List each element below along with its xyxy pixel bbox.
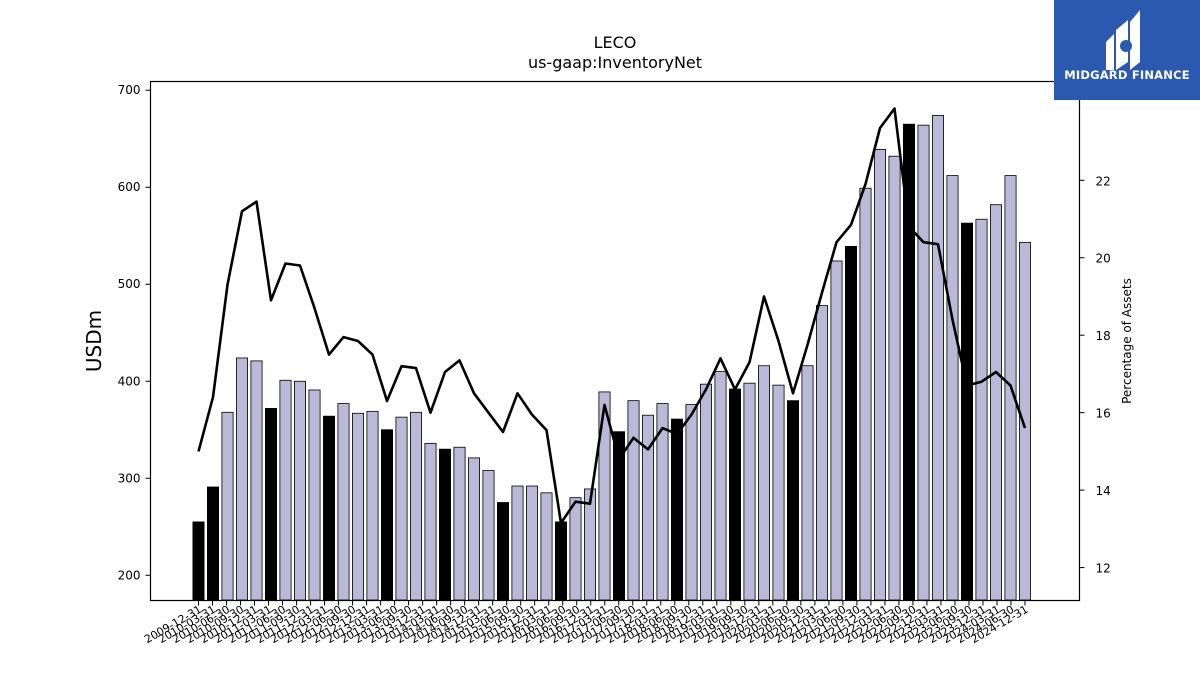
y-axis-right: 12 14 16 18 20 22	[1079, 174, 1111, 576]
y-tick-label: 300	[118, 471, 141, 485]
bar	[859, 187, 872, 601]
y2-tick-label: 18	[1096, 329, 1111, 343]
y-axis-label: USDm	[82, 310, 106, 372]
bar	[467, 457, 480, 601]
bar	[322, 415, 335, 601]
bar	[743, 382, 756, 601]
bar	[526, 485, 539, 601]
bar	[511, 485, 524, 601]
bar	[845, 246, 858, 601]
y-axis-left: 200 300 400 500 600 700	[118, 83, 151, 582]
bar	[816, 305, 829, 601]
y-tick-label: 400	[118, 374, 141, 388]
bar	[395, 416, 408, 601]
bar	[917, 124, 930, 601]
bar	[293, 380, 306, 601]
chart-subtitle: us-gaap:InventoryNet	[528, 53, 702, 72]
bar	[540, 492, 553, 601]
y2-tick-label: 12	[1096, 562, 1111, 576]
bar	[424, 442, 437, 601]
bar	[830, 260, 843, 601]
y-tick-label: 600	[118, 180, 141, 194]
bar	[874, 149, 887, 601]
bar	[235, 357, 248, 601]
bar	[584, 488, 597, 601]
bar	[337, 403, 350, 601]
y2-axis-label: Percentage of Assets	[1120, 278, 1134, 404]
chart-title: LECO	[594, 33, 637, 52]
bar	[787, 400, 800, 601]
bar	[569, 497, 582, 601]
brand-logo: MIDGARD FINANCE	[1054, 0, 1200, 100]
logo-text: MIDGARD FINANCE	[1064, 68, 1190, 82]
bar	[801, 365, 814, 601]
bar	[264, 408, 277, 601]
bar	[192, 521, 205, 601]
bar	[279, 379, 292, 601]
bar	[482, 470, 495, 601]
bar	[627, 400, 640, 601]
bar	[758, 365, 771, 601]
bar	[555, 521, 568, 601]
y2-tick-label: 14	[1096, 484, 1111, 498]
bar	[453, 446, 466, 601]
line-group	[197, 107, 1027, 525]
bar	[308, 389, 321, 601]
y2-tick-label: 20	[1096, 252, 1111, 266]
y-tick-label: 500	[118, 277, 141, 291]
x-axis: 2009-12-312010-03-312010-06-302010-09-30…	[142, 600, 1031, 646]
bar	[975, 218, 988, 601]
bar	[990, 204, 1003, 601]
bar	[351, 412, 364, 601]
bar	[772, 384, 785, 601]
bar	[1019, 242, 1032, 601]
y-tick-label: 700	[118, 83, 141, 97]
midgard-logo-icon	[1106, 10, 1140, 70]
y2-tick-label: 22	[1096, 174, 1111, 188]
series-line-pct-of-assets	[197, 107, 1027, 525]
bar	[946, 175, 959, 601]
bar	[221, 411, 234, 601]
plot-frame	[149, 80, 1081, 602]
y2-tick-label: 16	[1096, 407, 1111, 421]
bar	[438, 448, 451, 601]
bar	[206, 486, 219, 601]
bar	[496, 502, 509, 601]
bar	[932, 115, 945, 601]
bar	[685, 404, 698, 601]
bar	[729, 388, 742, 601]
bar	[888, 155, 901, 601]
bar	[380, 429, 393, 601]
bar	[250, 360, 263, 601]
bar	[714, 371, 727, 601]
bar	[366, 410, 379, 601]
bar-group	[192, 115, 1032, 601]
bar	[700, 383, 713, 601]
y-tick-label: 200	[118, 568, 141, 582]
bar	[961, 222, 974, 601]
bar	[671, 418, 684, 601]
bar	[409, 411, 422, 601]
